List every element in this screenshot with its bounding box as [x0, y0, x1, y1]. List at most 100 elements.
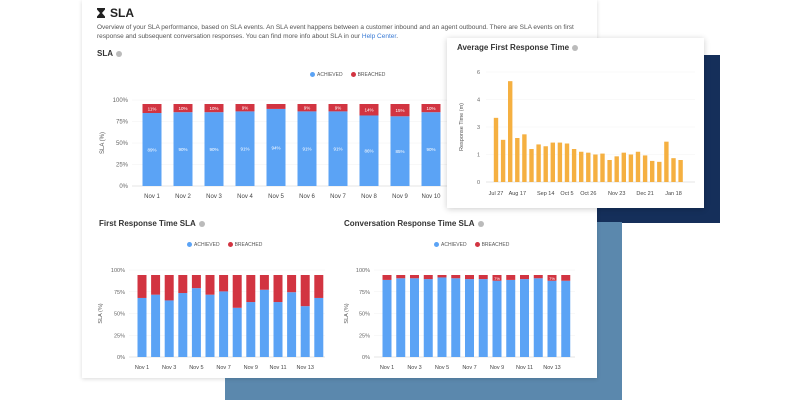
- x-tick-label: Nov 11: [269, 365, 286, 371]
- help-center-link[interactable]: Help Center: [361, 33, 397, 40]
- legend-breached[interactable]: BREACHED: [350, 72, 385, 78]
- bar-achieved: [533, 278, 543, 357]
- avg-response-chart: 0 1 3 4 6 Response Time (m) Jul 27 Aug 17 Sep 14…: [459, 70, 695, 197]
- bar-breached: [235, 104, 255, 112]
- bar-achieved: [390, 116, 410, 186]
- bar-achieved: [359, 115, 379, 186]
- x-tick-label: Nov 10: [421, 194, 441, 200]
- y-axis-title: Response Time (m): [459, 103, 465, 151]
- bar-breached: [204, 104, 224, 113]
- bar-breached: [478, 275, 488, 280]
- achieved-label: 91%: [240, 147, 249, 152]
- bar-achieved: [492, 280, 502, 357]
- bar-achieved: [520, 279, 529, 357]
- bar: [557, 142, 563, 182]
- bar-achieved: [423, 279, 433, 357]
- conv-title-text: Conversation Response Time SLA: [344, 219, 475, 228]
- y-tick-label: 0%: [117, 355, 125, 361]
- y-tick-label: 0: [477, 180, 480, 186]
- legend-achieved[interactable]: ACHIEVED: [434, 242, 467, 248]
- info-icon[interactable]: [198, 220, 205, 227]
- bar-achieved: [314, 297, 324, 357]
- info-icon[interactable]: [572, 44, 579, 51]
- bar-achieved: [506, 279, 516, 357]
- bar-breached: [520, 275, 529, 280]
- x-tick-label: Jul 27: [489, 191, 504, 197]
- bar-breached: [246, 275, 256, 303]
- x-tick-label: Dec 21: [636, 191, 653, 197]
- bar: [586, 152, 591, 182]
- info-icon[interactable]: [477, 220, 484, 227]
- bar-breached: [266, 104, 286, 109]
- bar: [515, 138, 520, 182]
- legend-achieved[interactable]: ACHIEVED: [187, 242, 220, 248]
- x-tick-label: Sep 14: [537, 191, 554, 197]
- page-description: Overview of your SLA performance, based …: [97, 23, 597, 41]
- y-tick-label: 100%: [356, 268, 370, 274]
- first-title-text: First Response Time SLA: [99, 219, 196, 228]
- bar-breached: [173, 104, 193, 113]
- bar: [628, 154, 634, 182]
- x-tick-label: Nov 11: [516, 365, 533, 371]
- bar-achieved: [164, 300, 174, 357]
- bar-breached: [410, 275, 419, 279]
- bar: [593, 154, 598, 182]
- bar: [650, 160, 655, 182]
- x-tick-label: Nov 5: [268, 194, 284, 200]
- y-tick-label: 50%: [116, 141, 129, 147]
- bar-achieved: [547, 280, 557, 357]
- x-tick-label: Nov 6: [299, 194, 315, 200]
- legend-breached[interactable]: BREACHED: [474, 242, 509, 248]
- bar-achieved: [410, 278, 419, 357]
- achieved-label: 85%: [395, 149, 404, 154]
- conversation-response-chart: 0% 25% 50% 75% 100% SLA (%) Nov 1 Nov 3 Nov 5 Nov…: [344, 268, 575, 371]
- bar: [564, 143, 570, 182]
- breached-label: 9%: [335, 106, 342, 111]
- bar-breached: [232, 275, 242, 308]
- bar-achieved: [246, 302, 256, 357]
- bar-achieved: [451, 278, 461, 357]
- breached-label: 7%: [494, 276, 500, 281]
- bar-breached: [506, 275, 516, 280]
- x-tick-label: Nov 1: [135, 365, 149, 371]
- breached-label: 9%: [304, 106, 311, 111]
- y-tick-label: 6: [477, 70, 480, 76]
- average-first-response-card: Average First Response Time 0 1 3 4 6 Respons…: [447, 38, 704, 208]
- bar-achieved: [465, 279, 474, 357]
- bar-breached: [423, 275, 433, 280]
- legend-breached[interactable]: BREACHED: [227, 242, 262, 248]
- achieved-label: 90%: [209, 147, 218, 152]
- x-tick-label: Nov 3: [407, 365, 421, 371]
- y-tick-label: 100%: [111, 268, 125, 274]
- sla-chart-title: SLA: [97, 49, 122, 58]
- bar-breached: [273, 275, 283, 303]
- bar-breached: [205, 275, 215, 295]
- x-tick-label: Aug 17: [509, 191, 526, 197]
- bar-achieved: [561, 280, 571, 357]
- breached-label: 10%: [178, 106, 187, 111]
- bar: [642, 155, 648, 182]
- x-tick-label: Nov 7: [216, 365, 230, 371]
- y-tick-label: 75%: [114, 290, 125, 296]
- bar-breached: [137, 275, 147, 298]
- y-axis-title: SLA (%): [344, 303, 350, 323]
- y-tick-label: 100%: [113, 98, 129, 104]
- bar-achieved: [235, 111, 255, 186]
- y-tick-label: 0%: [119, 184, 128, 190]
- bar: [536, 144, 541, 182]
- bar-achieved: [191, 288, 201, 357]
- bar-breached: [178, 275, 188, 294]
- bar: [493, 117, 499, 182]
- bar-achieved: [287, 292, 297, 357]
- bar: [614, 156, 619, 182]
- bar-achieved: [437, 277, 447, 357]
- bar-breached: [328, 104, 348, 112]
- info-icon[interactable]: [116, 50, 122, 57]
- bar: [529, 149, 534, 182]
- legend-achieved[interactable]: ACHIEVED: [310, 72, 343, 78]
- breached-label: 10%: [426, 106, 435, 111]
- avg-chart-title: Average First Response Time: [457, 43, 579, 52]
- first-response-chart-title: First Response Time SLA: [99, 219, 205, 228]
- bar: [543, 146, 548, 182]
- breached-label: 15%: [395, 108, 404, 113]
